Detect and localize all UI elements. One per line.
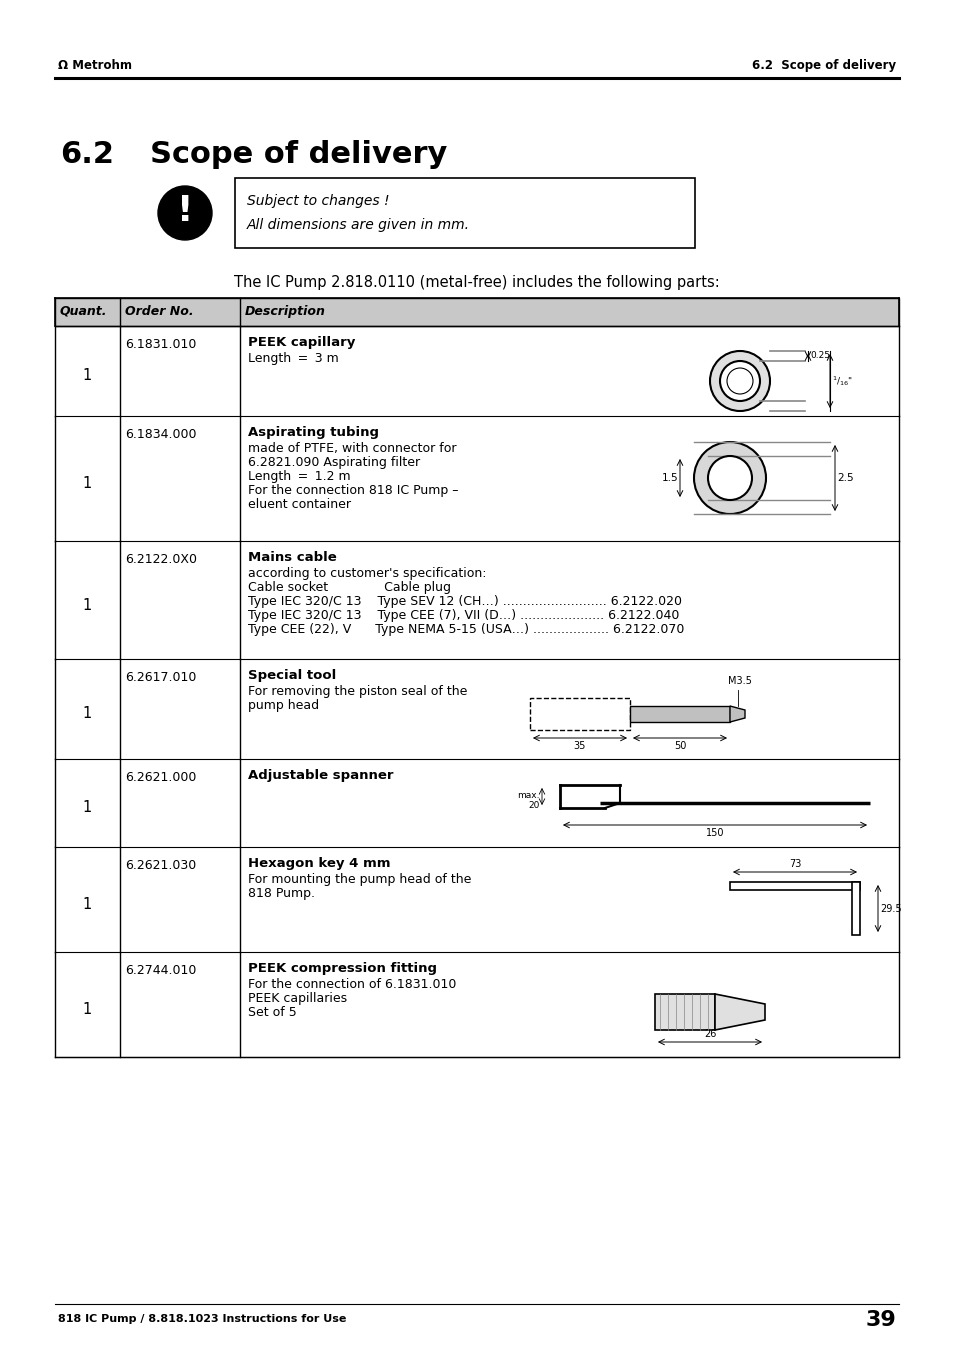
Text: 6.2122.0X0: 6.2122.0X0: [125, 553, 196, 566]
Text: 150: 150: [705, 828, 723, 838]
Text: Description: Description: [245, 305, 326, 317]
Circle shape: [158, 186, 212, 240]
Text: 818 IC Pump / 8.818.1023 Instructions for Use: 818 IC Pump / 8.818.1023 Instructions fo…: [58, 1315, 346, 1324]
Text: $^1$/$_{16}$": $^1$/$_{16}$": [831, 374, 852, 388]
Text: 6.2621.030: 6.2621.030: [125, 859, 196, 871]
Text: Mains cable: Mains cable: [248, 551, 336, 563]
Text: 1: 1: [82, 1002, 91, 1017]
Text: pump head: pump head: [248, 698, 319, 712]
Text: Set of 5: Set of 5: [248, 1006, 296, 1019]
Text: For removing the piston seal of the: For removing the piston seal of the: [248, 685, 467, 698]
Text: 0.25: 0.25: [809, 351, 829, 361]
Bar: [530, 698, 629, 730]
Text: Aspirating tubing: Aspirating tubing: [248, 426, 378, 439]
Text: Cable socket              Cable plug: Cable socket Cable plug: [248, 581, 451, 594]
Text: Scope of delivery: Scope of delivery: [150, 141, 447, 169]
Text: For mounting the pump head of the: For mounting the pump head of the: [248, 873, 471, 886]
Text: 20: 20: [528, 801, 539, 809]
Circle shape: [693, 442, 765, 513]
Circle shape: [720, 361, 760, 401]
Text: eluent container: eluent container: [248, 499, 351, 511]
Bar: [55, 299, 898, 326]
Text: 6.2621.000: 6.2621.000: [125, 771, 196, 784]
Text: Special tool: Special tool: [248, 669, 335, 682]
Text: 6.2744.010: 6.2744.010: [125, 965, 196, 977]
Text: 6.1834.000: 6.1834.000: [125, 428, 196, 440]
Circle shape: [707, 457, 751, 500]
Text: according to customer's specification:: according to customer's specification:: [248, 567, 486, 580]
Text: Type CEE (22), V      Type NEMA 5-15 (USA…) ................... 6.2122.070: Type CEE (22), V Type NEMA 5-15 (USA…) .…: [248, 623, 683, 636]
Text: 1.5: 1.5: [660, 473, 678, 484]
Bar: [629, 707, 729, 721]
Text: M3.5: M3.5: [727, 676, 751, 686]
Text: 26: 26: [703, 1029, 716, 1039]
Text: Order No.: Order No.: [125, 305, 193, 317]
Text: 1: 1: [82, 476, 91, 490]
Text: 6.2617.010: 6.2617.010: [125, 671, 196, 684]
Bar: [851, 882, 859, 935]
Text: 1: 1: [82, 801, 91, 816]
Circle shape: [726, 367, 752, 394]
Text: Adjustable spanner: Adjustable spanner: [248, 769, 393, 782]
Text: Type IEC 320/C 13    Type SEV 12 (CH…) .......................... 6.2122.020: Type IEC 320/C 13 Type SEV 12 (CH…) ....…: [248, 594, 681, 608]
Text: 6.2: 6.2: [60, 141, 113, 169]
Text: Ω Metrohm: Ω Metrohm: [58, 59, 132, 72]
Text: 818 Pump.: 818 Pump.: [248, 888, 314, 900]
Text: 50: 50: [673, 740, 685, 751]
Text: 6.2  Scope of delivery: 6.2 Scope of delivery: [751, 59, 895, 72]
Text: The IC Pump 2.818.0110 (metal-free) includes the following parts:: The IC Pump 2.818.0110 (metal-free) incl…: [233, 276, 720, 290]
Text: 1: 1: [82, 597, 91, 612]
Text: 6.1831.010: 6.1831.010: [125, 338, 196, 351]
Text: 29.5: 29.5: [879, 904, 901, 913]
Text: 6.2821.090 Aspirating filter: 6.2821.090 Aspirating filter: [248, 457, 419, 469]
Text: !: !: [176, 195, 193, 228]
Text: PEEK capillary: PEEK capillary: [248, 336, 355, 349]
Text: 1: 1: [82, 369, 91, 384]
Text: 73: 73: [788, 859, 801, 869]
Bar: [729, 882, 859, 890]
Text: Type IEC 320/C 13    Type CEE (7), VII (D…) ..................... 6.2122.040: Type IEC 320/C 13 Type CEE (7), VII (D…)…: [248, 609, 679, 621]
Bar: [234, 178, 695, 249]
Text: Hexagon key 4 mm: Hexagon key 4 mm: [248, 857, 390, 870]
Text: Quant.: Quant.: [60, 305, 108, 317]
Text: 35: 35: [573, 740, 585, 751]
Bar: [655, 994, 714, 1029]
Polygon shape: [714, 994, 764, 1029]
Text: Length  =  1.2 m: Length = 1.2 m: [248, 470, 351, 484]
Text: 39: 39: [864, 1310, 895, 1329]
Text: 1: 1: [82, 897, 91, 912]
Text: PEEK compression fitting: PEEK compression fitting: [248, 962, 436, 975]
Text: made of PTFE, with connector for: made of PTFE, with connector for: [248, 442, 456, 455]
Circle shape: [709, 351, 769, 411]
Text: max.: max.: [517, 792, 539, 801]
Text: PEEK capillaries: PEEK capillaries: [248, 992, 347, 1005]
Text: 2.5: 2.5: [836, 473, 853, 484]
Text: For the connection of 6.1831.010: For the connection of 6.1831.010: [248, 978, 456, 992]
Text: For the connection 818 IC Pump –: For the connection 818 IC Pump –: [248, 484, 458, 497]
Text: 1: 1: [82, 707, 91, 721]
Text: Subject to changes !: Subject to changes !: [247, 195, 389, 208]
Text: Length  =  3 m: Length = 3 m: [248, 353, 338, 365]
Polygon shape: [729, 707, 744, 721]
Text: All dimensions are given in mm.: All dimensions are given in mm.: [247, 218, 470, 232]
